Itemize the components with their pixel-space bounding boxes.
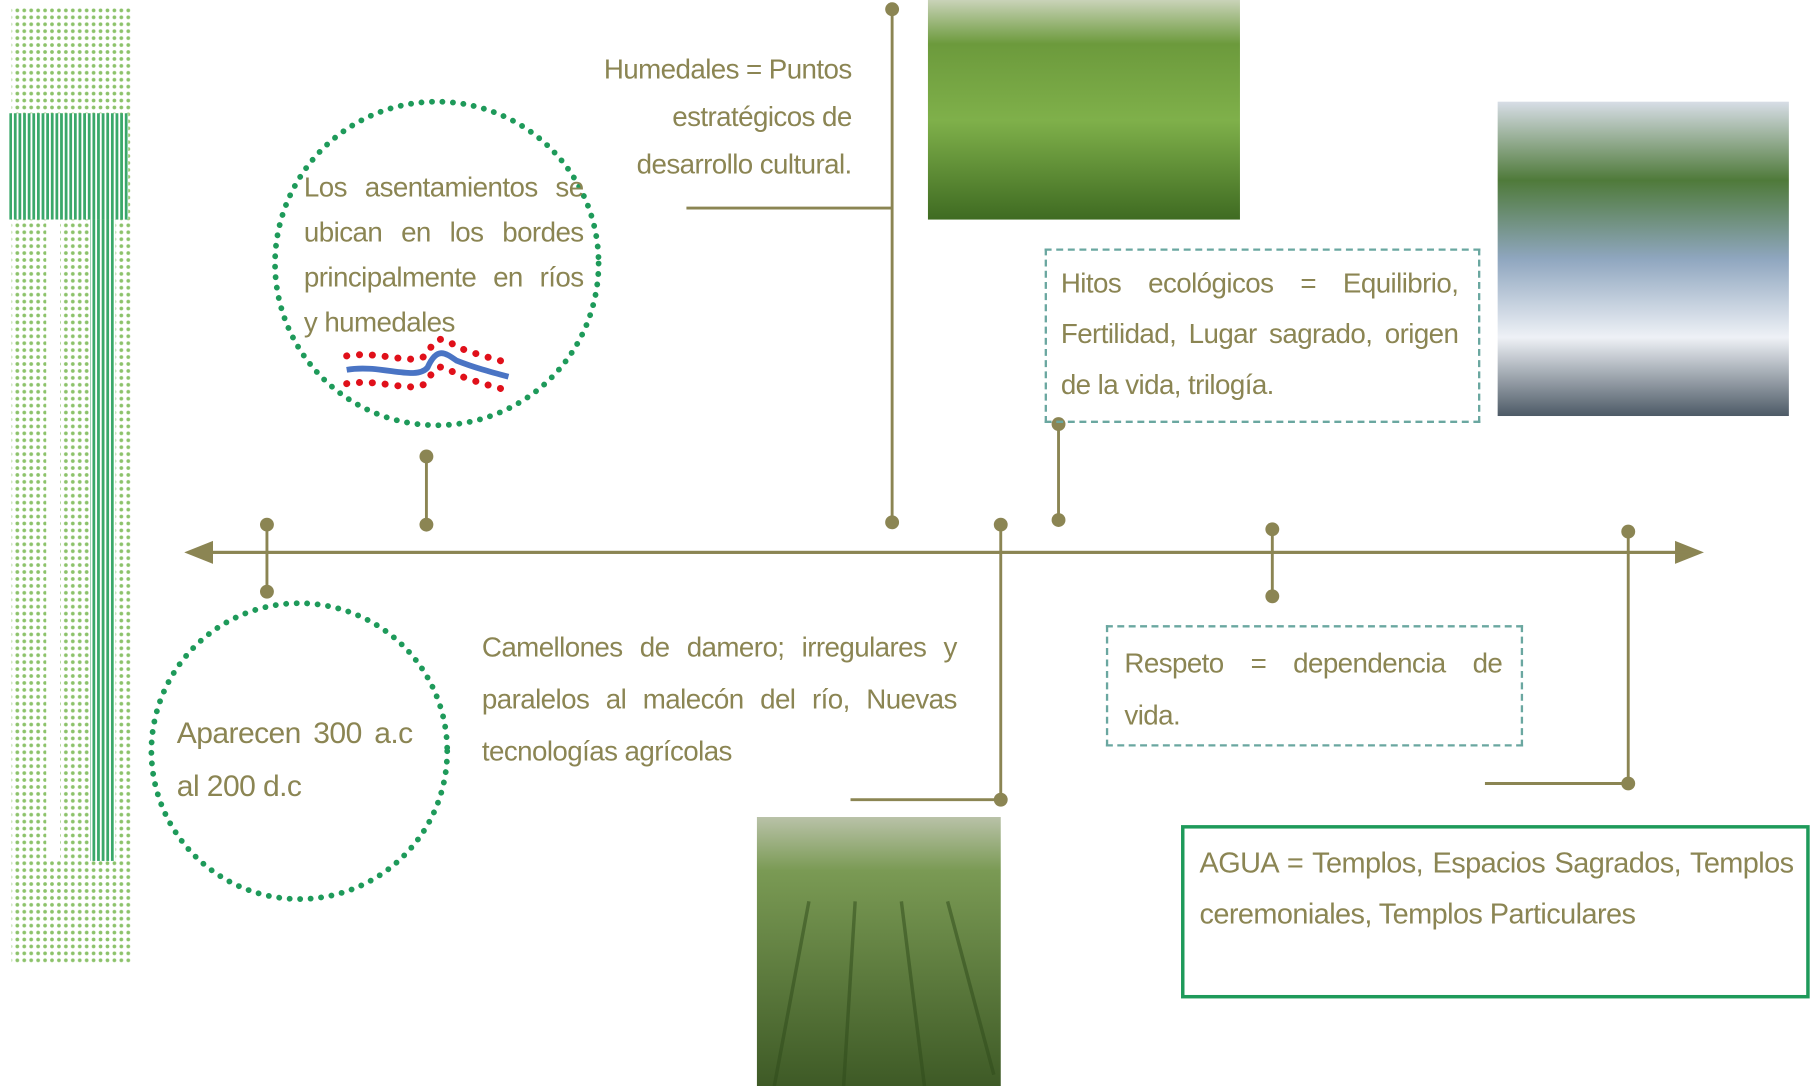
photo-wetland: [928, 0, 1240, 220]
note-text: Aparecen 300 a.c al 200 d.c: [177, 706, 413, 812]
photo-river: [1498, 102, 1789, 416]
note-text: Humedales = Puntos estratégicos de desar…: [601, 46, 852, 188]
note-text: Respeto = dependencia de vida.: [1124, 638, 1502, 742]
note-text: Camellones de damero; irregulares y para…: [482, 622, 957, 778]
note-text: Los asentamientos se ubican en los borde…: [304, 165, 584, 345]
river-icon: [347, 339, 509, 390]
decor-bar: [9, 6, 131, 965]
photo-fields: [757, 817, 1001, 1086]
timeline-slide: Humedales = Puntos estratégicos de desar…: [0, 0, 1812, 1086]
note-text: AGUA = Templos, Espacios Sagrados, Templ…: [1200, 838, 1794, 940]
note-text: Hitos ecológicos = Equilibrio, Fertilida…: [1061, 259, 1459, 412]
